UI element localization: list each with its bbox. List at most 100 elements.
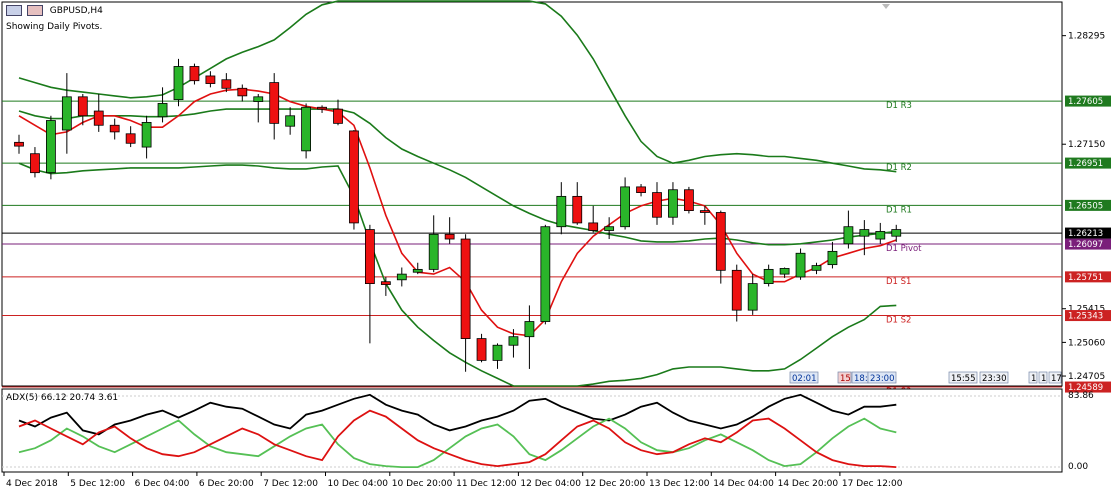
candle[interactable]: [492, 343, 503, 369]
candle-body-bull: [859, 229, 870, 237]
candle[interactable]: [572, 182, 583, 225]
candle[interactable]: [827, 241, 838, 269]
candle[interactable]: [412, 262, 423, 275]
adx-series-line: [18, 409, 897, 468]
candle[interactable]: [460, 234, 471, 372]
candle[interactable]: [349, 130, 359, 230]
candle[interactable]: [444, 217, 455, 244]
bottom-tags[interactable]: 02:01 15: 18: 23:00 15:55 23:30 1 1 17: [789, 371, 1062, 384]
candle[interactable]: [779, 267, 790, 278]
candle-body-bull: [396, 273, 407, 281]
nav-tag[interactable]: [1038, 371, 1048, 384]
candle[interactable]: [556, 182, 567, 235]
time-tick-label: 13 Dec 12:00: [649, 479, 710, 489]
candle[interactable]: [763, 264, 774, 287]
candle[interactable]: [125, 126, 136, 148]
scroll-marker-icon[interactable]: [882, 4, 890, 9]
candle[interactable]: [747, 274, 758, 315]
candle[interactable]: [285, 107, 296, 135]
nav-tag[interactable]: [1028, 371, 1038, 384]
candle[interactable]: [173, 58, 184, 107]
pivot-label: D1 S1: [886, 277, 911, 287]
candle[interactable]: [875, 222, 886, 244]
candle[interactable]: [301, 103, 312, 159]
candle[interactable]: [684, 186, 694, 214]
candle[interactable]: [77, 93, 88, 126]
candle[interactable]: [636, 184, 646, 197]
current-price-tag: [1065, 227, 1111, 239]
candle[interactable]: [205, 71, 216, 88]
candle[interactable]: [891, 224, 902, 242]
candle-body-bear: [684, 189, 694, 211]
candle[interactable]: [699, 205, 710, 225]
toolbar-icon[interactable]: [6, 5, 22, 16]
pivot-price-tag-text: 1.26951: [1068, 159, 1103, 169]
band-upper-line: [18, 0, 897, 173]
candle[interactable]: [715, 210, 726, 284]
adx-label: ADX(5) 66.12 20.74 3.61: [6, 393, 119, 403]
nav-tag-text: 1: [1041, 374, 1046, 384]
time-tag[interactable]: [979, 371, 1009, 384]
toolbar-icon[interactable]: [26, 5, 43, 16]
candle-body-bull: [875, 231, 886, 240]
candle-body-bear: [333, 108, 343, 124]
candle[interactable]: [221, 73, 232, 93]
time-tick-label: 12 Dec 04:00: [520, 479, 581, 489]
candle[interactable]: [380, 276, 391, 296]
candle[interactable]: [189, 63, 200, 85]
candle-body-bull: [285, 115, 296, 127]
candle[interactable]: [731, 264, 742, 322]
time-tag[interactable]: [948, 371, 978, 384]
candle[interactable]: [333, 99, 343, 126]
candle-body-bear: [221, 79, 232, 89]
pivots-subtitle: Showing Daily Pivots.: [6, 22, 103, 32]
scale-tag[interactable]: [837, 371, 852, 384]
scale-tag[interactable]: [867, 371, 897, 384]
candle[interactable]: [157, 87, 168, 123]
candle[interactable]: [476, 333, 487, 363]
candle[interactable]: [93, 93, 104, 132]
candle[interactable]: [396, 267, 407, 287]
candle[interactable]: [428, 215, 439, 273]
candle[interactable]: [317, 105, 327, 113]
candle[interactable]: [141, 115, 152, 159]
price-tags: 1.27605 1.26951 1.26505 1.26097 1.25751 1.253…: [1065, 95, 1111, 393]
nav-tag[interactable]: [1048, 371, 1062, 384]
candle-body-bear: [476, 338, 487, 361]
adx-panel-border: [1, 388, 1063, 473]
candles[interactable]: [14, 58, 902, 372]
candle[interactable]: [811, 262, 822, 275]
candle[interactable]: [508, 329, 519, 358]
time-tag-text: 15:55: [951, 374, 976, 384]
candle[interactable]: [14, 134, 24, 154]
candle-body-bull: [301, 106, 312, 152]
candle[interactable]: [588, 205, 599, 233]
time-tick-label: 17 Dec 12:00: [842, 479, 903, 489]
candle[interactable]: [237, 84, 248, 102]
candle[interactable]: [540, 224, 551, 325]
candle[interactable]: [269, 73, 280, 140]
candle[interactable]: [524, 305, 535, 369]
candle[interactable]: [859, 220, 870, 256]
candle[interactable]: [46, 115, 56, 180]
pivot-label: D1 Pivot: [886, 244, 922, 254]
scale-tag[interactable]: [789, 371, 819, 384]
candle-body-bear: [30, 153, 40, 174]
time-tick-label: 6 Dec 04:00: [135, 479, 190, 489]
candle[interactable]: [620, 177, 630, 230]
adx-series-line: [18, 393, 897, 436]
candle[interactable]: [668, 182, 678, 225]
candle[interactable]: [30, 147, 40, 178]
candle[interactable]: [652, 182, 662, 225]
current-price-tag-text: 1.26213: [1068, 229, 1103, 239]
candle[interactable]: [604, 217, 615, 240]
candle[interactable]: [795, 248, 806, 280]
time-tag-text: 23:30: [982, 374, 1007, 384]
candle[interactable]: [364, 224, 375, 344]
time-tick-label: 14 Dec 04:00: [713, 479, 774, 489]
candle[interactable]: [843, 210, 854, 249]
candle[interactable]: [61, 73, 72, 154]
candle[interactable]: [253, 93, 264, 123]
candle-body-bull: [779, 268, 790, 275]
candle[interactable]: [109, 118, 120, 140]
